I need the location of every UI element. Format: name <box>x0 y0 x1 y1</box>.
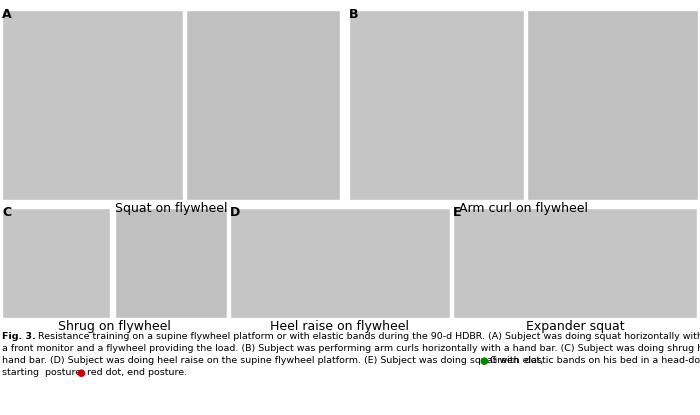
Text: ●: ● <box>479 356 488 366</box>
Text: D: D <box>230 206 240 219</box>
Text: hand bar. (D) Subject was doing heel raise on the supine flywheel platform. (E) : hand bar. (D) Subject was doing heel rai… <box>2 356 700 365</box>
Text: Heel raise on flywheel: Heel raise on flywheel <box>270 320 409 333</box>
Text: Expander squat: Expander squat <box>526 320 624 333</box>
Text: ●: ● <box>76 368 85 378</box>
Text: A: A <box>2 8 12 21</box>
Text: a front monitor and a flywheel providing the load. (B) Subject was performing ar: a front monitor and a flywheel providing… <box>2 344 700 353</box>
Bar <box>2 208 110 318</box>
Text: Fig. 3.: Fig. 3. <box>2 332 36 341</box>
Text: E: E <box>453 206 461 219</box>
Text: Green  dot,: Green dot, <box>490 356 543 365</box>
Bar <box>349 10 524 200</box>
Text: C: C <box>2 206 11 219</box>
Text: B: B <box>349 8 358 21</box>
Text: red dot, end posture.: red dot, end posture. <box>87 368 187 377</box>
Bar <box>527 10 698 200</box>
Text: starting  posture;: starting posture; <box>2 368 85 377</box>
Bar <box>186 10 340 200</box>
Text: Squat on flywheel: Squat on flywheel <box>115 202 228 215</box>
Bar <box>115 208 227 318</box>
Text: Shrug on flywheel: Shrug on flywheel <box>58 320 171 333</box>
Text: Resistance training on a supine flywheel platform or with elastic bands during t: Resistance training on a supine flywheel… <box>38 332 700 341</box>
Text: Arm curl on flywheel: Arm curl on flywheel <box>459 202 588 215</box>
Bar <box>2 10 183 200</box>
